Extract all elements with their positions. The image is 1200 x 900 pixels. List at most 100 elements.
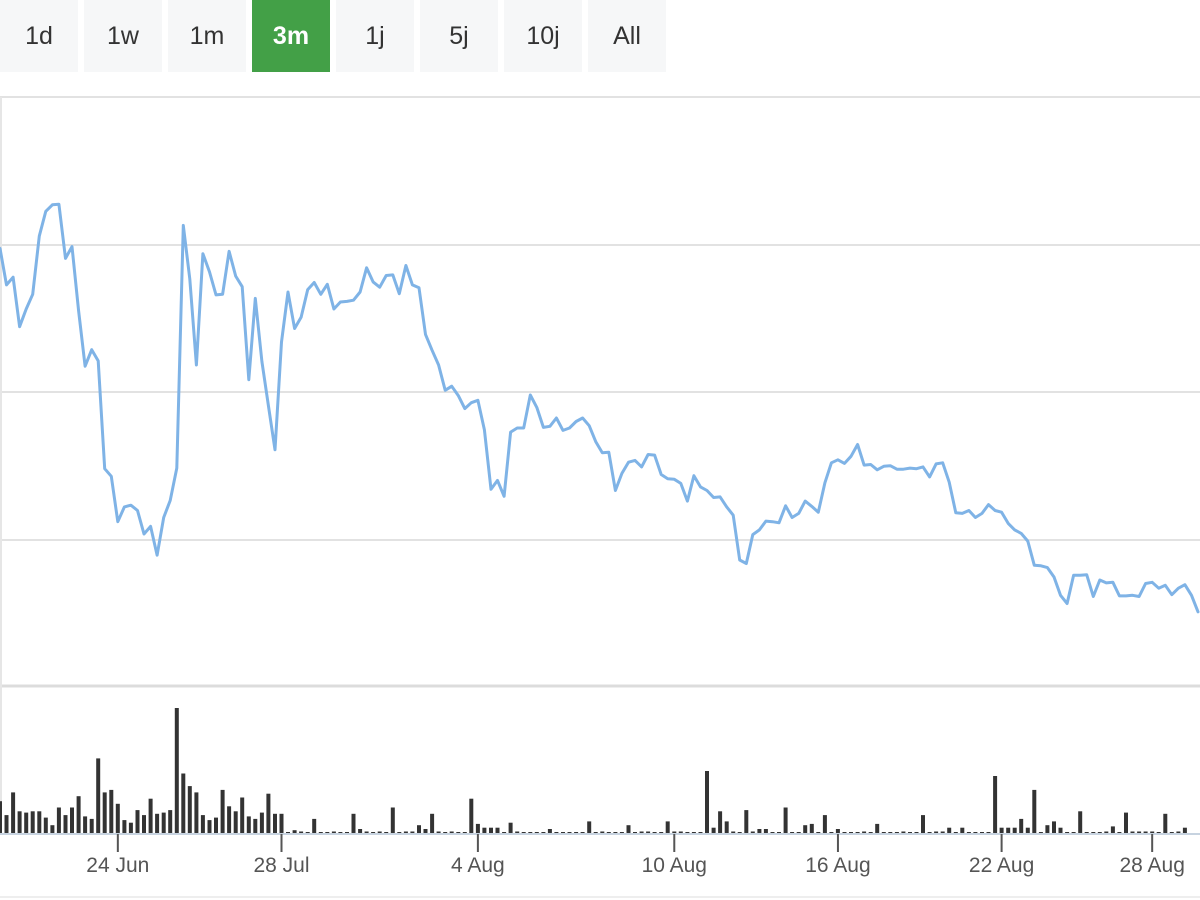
volume-bar: [1045, 825, 1050, 834]
volume-bar: [128, 822, 133, 834]
volume-bar: [76, 796, 81, 834]
range-button-1j[interactable]: 1j: [336, 0, 414, 72]
volume-bar: [259, 812, 264, 834]
volume-bar: [174, 708, 179, 834]
volume-bar: [1078, 811, 1083, 834]
volume-bar: [1176, 831, 1181, 834]
volume-bar: [423, 829, 428, 834]
range-button-1d[interactable]: 1d: [0, 0, 78, 72]
volume-bar: [135, 810, 140, 834]
volume-bar: [142, 815, 146, 834]
x-tick-label: 24 Jun: [86, 854, 149, 877]
range-button-5j[interactable]: 5j: [420, 0, 498, 72]
volume-bar: [200, 815, 205, 834]
price-line: [0, 202, 1200, 614]
volume-bar: [240, 797, 245, 834]
volume-bar: [724, 821, 729, 834]
volume-bar: [155, 813, 160, 834]
volume-bar: [194, 792, 199, 834]
volume-bar: [377, 831, 382, 834]
x-tick-label: 16 Aug: [805, 854, 870, 877]
volume-bar: [1006, 827, 1011, 834]
x-tick-label: 10 Aug: [642, 854, 707, 877]
volume-bar: [11, 792, 16, 834]
volume-bar: [115, 803, 120, 834]
volume-bar: [4, 815, 9, 834]
volume-bar: [410, 831, 415, 834]
gridlines: [0, 96, 1200, 898]
volume-bar: [731, 831, 736, 834]
volume-bar: [475, 823, 480, 834]
volume-bar: [1032, 789, 1037, 834]
volume-bar: [207, 820, 212, 834]
volume-bar: [678, 831, 683, 834]
volume-bar: [0, 801, 2, 834]
volume-bar: [626, 825, 631, 834]
volume-bar: [1143, 831, 1148, 834]
volume-bar: [875, 823, 880, 834]
volume-bar: [803, 825, 808, 834]
volume-bar: [312, 818, 317, 834]
volume-bar: [489, 827, 493, 834]
volume-bar: [1130, 831, 1135, 834]
volume-bar: [744, 810, 749, 834]
volume-bar: [187, 786, 192, 834]
volume-bar: [1104, 831, 1109, 834]
x-tick-label: 28 Aug: [1119, 854, 1184, 877]
volume-bar: [449, 831, 454, 834]
volume-bar: [1019, 818, 1024, 834]
volume-bar: [266, 793, 271, 834]
volume-bar: [233, 811, 238, 834]
x-tick-label: 28 Jul: [253, 854, 309, 877]
volume-bar: [279, 813, 284, 834]
volume-bar: [940, 831, 945, 834]
volume-bar: [417, 825, 421, 834]
volume-bar: [718, 811, 723, 834]
volume-bar: [835, 829, 840, 834]
volume-bar: [161, 812, 166, 834]
volume-bar: [665, 821, 670, 834]
volume-bar: [351, 813, 356, 834]
volume-bar: [1163, 813, 1168, 834]
volume-bar: [750, 831, 755, 834]
volume-bar: [70, 807, 74, 834]
volume-bar: [246, 816, 251, 834]
volume-bar: [515, 831, 520, 834]
x-axis: 24 Jun 28 Jul 4 Aug 10 Aug 16 Aug 22 Aug 28 Au…: [0, 833, 1200, 877]
volume-bar: [17, 811, 22, 834]
range-button-1w[interactable]: 1w: [84, 0, 162, 72]
volume-bar: [1110, 826, 1115, 834]
volume-bar: [30, 811, 35, 834]
x-tick-label: 22 Aug: [969, 854, 1034, 877]
volume-bar: [960, 827, 965, 834]
volume-bar: [24, 812, 29, 834]
range-button-3m[interactable]: 3m: [252, 0, 330, 72]
volume-bar: [672, 831, 677, 834]
volume-bar: [1137, 831, 1142, 834]
volume-bar: [364, 831, 369, 834]
range-button-all[interactable]: All: [588, 0, 666, 72]
volume-bar: [921, 815, 925, 834]
volume-bar: [711, 827, 716, 834]
volume-bar: [763, 829, 768, 834]
volume-bar: [122, 820, 127, 834]
volume-bar: [901, 831, 906, 834]
volume-bar: [168, 810, 173, 834]
volume-bar: [482, 827, 487, 834]
range-button-1m[interactable]: 1m: [168, 0, 246, 72]
range-selector: 1d 1w 1m 3m 1j 5j 10j All: [0, 0, 672, 72]
volume-bar: [390, 807, 395, 834]
x-tick-label: 4 Aug: [451, 854, 505, 877]
volume-bar: [547, 829, 552, 834]
volume-bar: [102, 792, 107, 834]
volume-bar: [253, 818, 258, 834]
volume-bar: [273, 813, 277, 834]
volume-bar: [809, 823, 814, 834]
volume-bar: [508, 822, 513, 834]
volume-bar: [96, 758, 101, 834]
volume-bar: [587, 821, 592, 834]
range-button-10j[interactable]: 10j: [504, 0, 582, 72]
volume-bar: [862, 831, 867, 834]
volume-bar: [999, 827, 1004, 834]
volume-bar: [783, 807, 788, 834]
